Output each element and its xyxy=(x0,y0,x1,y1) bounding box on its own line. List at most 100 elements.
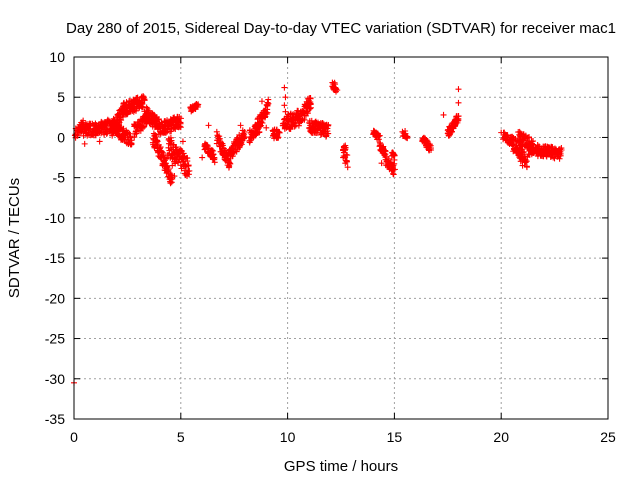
data-point xyxy=(455,99,462,106)
y-tick-label: -15 xyxy=(45,250,65,266)
data-point xyxy=(195,101,202,108)
data-point xyxy=(177,120,184,127)
data-point xyxy=(177,115,184,122)
data-point xyxy=(241,134,248,141)
data-point xyxy=(344,164,351,171)
data-point xyxy=(237,122,244,129)
x-tick-label: 0 xyxy=(70,429,78,445)
data-point xyxy=(263,111,270,118)
plot-frame xyxy=(73,56,609,420)
data-point xyxy=(101,131,108,138)
data-point xyxy=(186,167,193,174)
grid-lines xyxy=(74,57,608,419)
data-point xyxy=(291,123,298,130)
data-point xyxy=(229,153,236,160)
data-point xyxy=(319,120,326,127)
data-point xyxy=(385,155,392,162)
x-tick-label: 20 xyxy=(493,429,509,445)
data-point xyxy=(307,104,314,111)
data-point xyxy=(314,129,321,136)
data-point xyxy=(402,128,409,135)
data-point xyxy=(340,146,347,153)
data-point xyxy=(281,84,288,91)
data-point xyxy=(550,154,557,161)
data-point xyxy=(556,155,563,162)
data-point xyxy=(282,94,289,101)
data-point xyxy=(391,151,398,158)
data-point xyxy=(210,151,217,158)
data-point xyxy=(179,138,186,145)
data-point xyxy=(265,100,272,107)
data-point xyxy=(510,141,517,148)
data-point xyxy=(304,95,311,102)
data-point xyxy=(118,117,125,124)
data-point xyxy=(275,128,282,135)
y-tick-label: -20 xyxy=(45,290,65,306)
data-point xyxy=(522,159,529,166)
y-tick-label: -10 xyxy=(45,210,65,226)
data-point xyxy=(344,152,351,159)
data-point xyxy=(275,134,282,141)
chart-title: Day 280 of 2015, Sidereal Day-to-day VTE… xyxy=(66,20,616,37)
x-axis-label: GPS time / hours xyxy=(284,458,398,475)
data-point xyxy=(167,134,174,141)
data-point xyxy=(81,140,88,147)
data-point xyxy=(281,102,288,109)
data-point xyxy=(155,116,162,123)
data-point xyxy=(167,145,174,152)
data-point xyxy=(440,111,447,118)
data-point xyxy=(163,129,170,136)
data-point xyxy=(523,158,530,165)
data-point xyxy=(526,134,533,141)
x-tick-label: 25 xyxy=(600,429,616,445)
data-point xyxy=(213,128,220,135)
data-point xyxy=(391,156,398,163)
data-point xyxy=(140,103,147,110)
axis-ticks: 0 5 10 15 20 25 10 5 0 -5 -10 -15 -20 -25 -30 -35 xyxy=(45,49,616,445)
data-point xyxy=(141,97,148,104)
data-point xyxy=(425,146,432,153)
y-axis-label: SDTVAR / TECUs xyxy=(6,178,23,298)
data-point xyxy=(446,126,453,133)
data-point xyxy=(380,146,387,153)
data-point xyxy=(184,155,191,162)
data-point xyxy=(185,162,192,169)
data-point xyxy=(211,159,218,166)
data-point xyxy=(325,121,332,128)
data-point xyxy=(168,137,175,144)
data-point xyxy=(391,166,398,173)
data-point xyxy=(258,118,265,125)
data-point xyxy=(263,124,270,131)
data-point xyxy=(306,105,313,112)
data-point xyxy=(205,122,212,129)
data-point xyxy=(152,134,159,141)
data-point xyxy=(237,140,244,147)
data-point xyxy=(167,178,174,185)
data-point xyxy=(140,93,147,100)
data-point xyxy=(378,160,385,167)
data-point xyxy=(498,129,505,136)
data-point xyxy=(519,162,526,169)
data-point xyxy=(342,160,349,167)
data-point xyxy=(126,139,133,146)
data-point xyxy=(145,107,152,114)
data-point xyxy=(276,129,283,136)
data-point xyxy=(102,125,109,132)
data-points xyxy=(71,79,565,386)
data-point xyxy=(264,101,271,108)
data-point xyxy=(523,163,530,170)
data-point xyxy=(139,101,146,108)
data-point xyxy=(219,142,226,149)
data-point xyxy=(171,173,178,180)
data-point xyxy=(80,117,87,124)
data-point xyxy=(96,138,103,145)
data-point xyxy=(444,130,451,137)
data-point xyxy=(331,86,338,93)
data-point xyxy=(521,148,528,155)
data-point xyxy=(216,133,223,140)
x-tick-label: 5 xyxy=(177,429,185,445)
data-point xyxy=(199,154,206,161)
data-point xyxy=(225,156,232,163)
data-point xyxy=(258,98,265,105)
data-point xyxy=(557,152,564,159)
